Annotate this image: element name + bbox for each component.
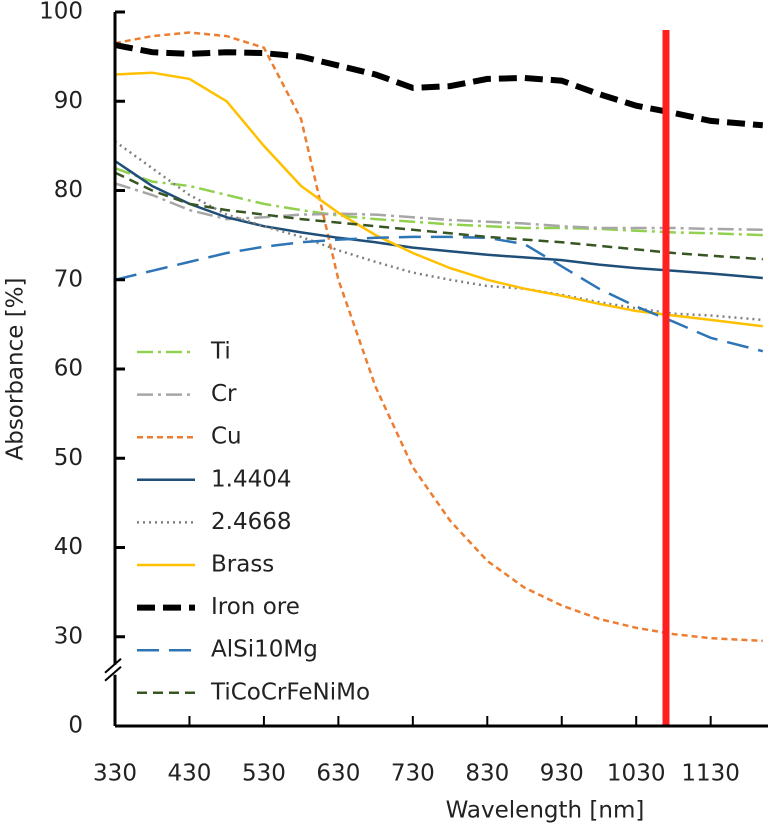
legend-label: Cr (211, 381, 237, 407)
y-tick-label: 0 (68, 713, 83, 739)
y-tick-label: 90 (54, 88, 83, 114)
series-line (115, 159, 763, 280)
x-tick-label: 830 (465, 761, 509, 787)
y-axis-label: Absorbance [%] (3, 277, 29, 460)
x-tick-label: 1030 (607, 761, 666, 787)
legend-label: Iron ore (211, 594, 300, 620)
y-tick-label: 30 (54, 623, 83, 649)
series-line (115, 182, 763, 232)
legend-label: TiCoCrFeNiMo (210, 679, 370, 705)
axis-break-gap (107, 664, 123, 675)
y-tick-label: 70 (54, 266, 83, 292)
series-line (115, 42, 764, 129)
x-axis-label: Wavelength [nm] (446, 798, 645, 824)
x-tick-label: 430 (168, 761, 212, 787)
series-line (115, 167, 763, 237)
x-tick-label: 530 (242, 761, 286, 787)
x-tick-label: 630 (316, 761, 360, 787)
y-tick-label: 50 (54, 445, 83, 471)
y-tick-label: 60 (54, 356, 83, 382)
legend-label: 1.4404 (211, 466, 291, 492)
y-tick-label: 80 (54, 177, 83, 203)
series-line (115, 235, 764, 353)
y-tick-label: 100 (39, 0, 83, 25)
legend-label: 2.4668 (211, 509, 291, 535)
series-line (115, 171, 763, 261)
x-tick-label: 1130 (681, 761, 740, 787)
axis-break (104, 657, 122, 674)
series-line (115, 71, 763, 328)
legend-label: Ti (210, 339, 231, 365)
x-tick-label: 330 (93, 761, 137, 787)
x-tick-label: 930 (540, 761, 584, 787)
legend-label: Cu (211, 424, 242, 450)
series-line (115, 140, 763, 322)
legend-label: AlSi10Mg (211, 637, 318, 663)
x-tick-label: 730 (391, 761, 435, 787)
series-line (115, 31, 763, 643)
legend-label: Brass (211, 552, 274, 578)
y-tick-label: 40 (54, 534, 83, 560)
axis-break (104, 665, 122, 682)
